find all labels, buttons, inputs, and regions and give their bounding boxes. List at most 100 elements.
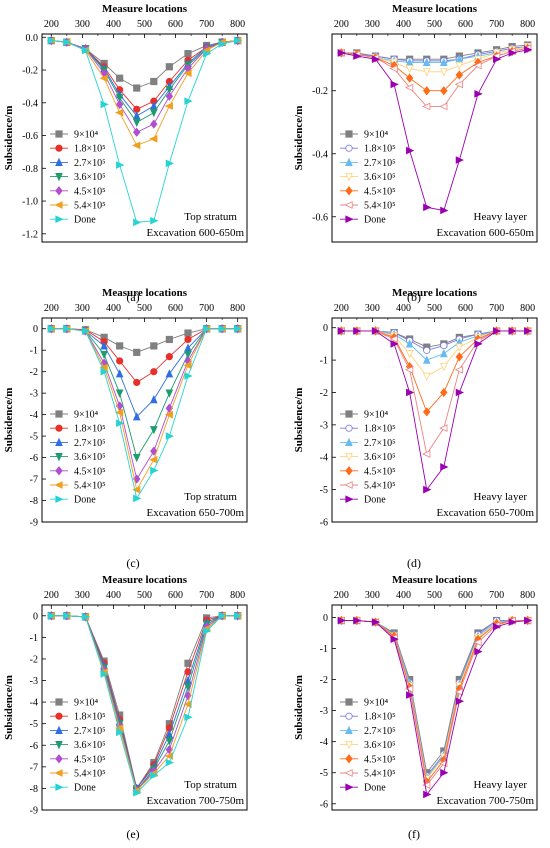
y-tick-label: -4 xyxy=(30,698,38,709)
data-point xyxy=(371,55,381,64)
x-tick-label: 300 xyxy=(365,590,380,601)
data-point xyxy=(422,781,431,789)
data-point xyxy=(353,52,362,60)
legend-marker xyxy=(55,452,63,462)
data-point xyxy=(493,327,502,335)
y-tick-label: -2 xyxy=(30,367,38,378)
y-tick-label: -0.8 xyxy=(22,164,38,175)
x-tick-label: 400 xyxy=(106,19,121,30)
data-point xyxy=(423,790,432,799)
annotation-excavation: Excavation 700-750m xyxy=(147,795,245,807)
legend-label: 9×10⁴ xyxy=(364,130,389,141)
legend-label: 4.5×10⁵ xyxy=(74,754,106,765)
data-point xyxy=(150,216,159,225)
data-point xyxy=(133,127,141,137)
data-point xyxy=(132,141,141,150)
caption-b: (b) xyxy=(407,290,421,304)
data-point xyxy=(165,369,174,378)
legend-marker xyxy=(55,144,63,152)
x-axis-title: Measure locations xyxy=(102,574,188,586)
legend-label: 2.7×10⁵ xyxy=(74,438,106,449)
data-point xyxy=(150,368,158,376)
x-axis-title: Measure locations xyxy=(102,3,188,15)
x-tick-label: 300 xyxy=(365,19,380,30)
legend-marker xyxy=(55,495,64,504)
data-point xyxy=(218,324,227,333)
chart-d: Measure locations 200 300 400 500 600 700 800 0 -… xyxy=(293,287,538,529)
legend-marker xyxy=(345,783,354,792)
legend-marker xyxy=(345,466,353,476)
data-point xyxy=(524,327,533,335)
y-tick-label: -8 xyxy=(30,496,38,507)
y-tick-label: -6 xyxy=(320,799,328,810)
data-point xyxy=(116,342,124,350)
data-point xyxy=(390,635,399,643)
x-tick-label: 300 xyxy=(365,303,380,314)
y-tick-label: -0.4 xyxy=(22,98,38,109)
y-tick-label: -3 xyxy=(320,420,328,431)
legend-label: 2.7×10⁵ xyxy=(74,158,106,169)
x-tick-label: 800 xyxy=(230,590,245,601)
legend-label: 1.8×10⁵ xyxy=(74,712,106,723)
y-tick-label: -3 xyxy=(30,389,38,400)
legend-label: Done xyxy=(364,495,386,506)
data-point xyxy=(524,45,533,54)
data-point xyxy=(150,119,158,129)
legend-marker xyxy=(345,144,353,152)
y-tick-label: -2 xyxy=(320,675,328,686)
data-point xyxy=(100,100,109,109)
y-tick-label: -1 xyxy=(320,644,328,655)
data-point xyxy=(47,36,56,45)
annotation-excavation: Excavation 600-650m xyxy=(437,227,535,239)
data-point xyxy=(115,369,124,378)
data-point xyxy=(63,324,72,333)
x-tick-label: 800 xyxy=(230,303,245,314)
legend-marker xyxy=(55,712,63,720)
x-tick-label: 200 xyxy=(44,19,59,30)
x-tick-label: 300 xyxy=(75,303,90,314)
series-7 xyxy=(47,611,243,797)
x-tick-label: 600 xyxy=(458,590,473,601)
data-point xyxy=(132,412,141,421)
data-point xyxy=(455,343,464,352)
x-tick-label: 800 xyxy=(230,19,245,30)
data-point xyxy=(184,350,192,360)
data-point xyxy=(455,697,464,706)
chart-e: Measure locations 200 300 400 500 600 700 800 0 -… xyxy=(3,574,248,817)
data-point xyxy=(115,94,124,103)
y-tick-label: -0.2 xyxy=(312,86,328,97)
data-point xyxy=(115,389,124,398)
data-point xyxy=(100,341,108,350)
data-point xyxy=(389,335,398,343)
data-point xyxy=(184,683,192,692)
y-tick-label: -3 xyxy=(30,676,38,687)
legend-label: Done xyxy=(74,783,96,794)
data-point xyxy=(184,329,192,337)
y-tick-label: -2 xyxy=(30,654,38,665)
x-tick-label: 200 xyxy=(334,19,349,30)
data-point xyxy=(149,394,158,404)
x-tick-label: 200 xyxy=(334,303,349,314)
legend-label: 1.8×10⁵ xyxy=(364,424,396,435)
data-point xyxy=(150,77,158,86)
data-point xyxy=(455,352,464,362)
annotation-excavation: Excavation 650-700m xyxy=(147,507,245,519)
x-tick-label: 400 xyxy=(396,590,411,601)
y-axis-title: Subsidence/m xyxy=(3,388,15,453)
legend-marker xyxy=(54,481,63,489)
data-point xyxy=(116,419,125,428)
x-tick-label: 400 xyxy=(396,303,411,314)
y-tick-label: -1.0 xyxy=(22,197,38,208)
y-axis-title: Subsidence/m xyxy=(293,388,305,453)
legend-label: 9×10⁴ xyxy=(364,698,389,709)
data-point xyxy=(184,713,193,722)
chart-b: Measure locations 200 300 400 500 600 700 800 -0… xyxy=(293,3,538,243)
legend-label: 4.5×10⁵ xyxy=(74,186,106,197)
legend-label: 3.6×10⁵ xyxy=(74,452,106,463)
data-point xyxy=(405,350,414,359)
series-line xyxy=(51,328,238,418)
legend-marker xyxy=(345,725,353,734)
data-point xyxy=(99,74,108,83)
data-point xyxy=(455,388,464,397)
data-point xyxy=(150,771,159,780)
